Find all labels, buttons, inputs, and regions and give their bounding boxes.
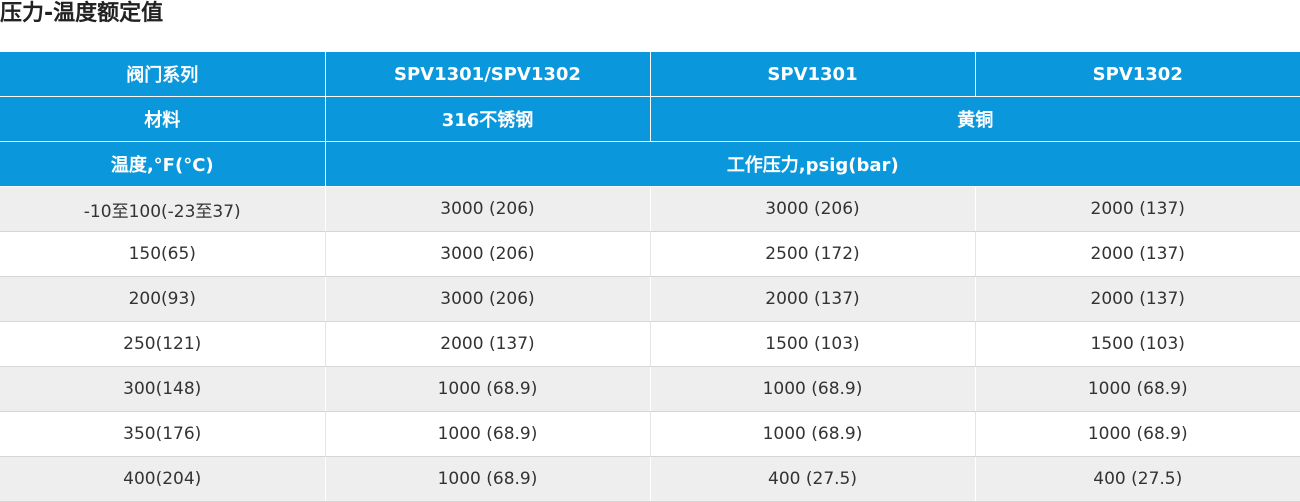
pressure-spv1302-cell: 400 (27.5) [975,456,1300,502]
pressure-spv1301-spv1302-cell: 1000 (68.9) [325,366,651,412]
temperature-cell: 300(148) [0,366,326,412]
header-series-spv1301-spv1302: SPV1301/SPV1302 [325,52,651,97]
header-working-pressure-label: 工作压力,psig(bar) [325,141,1300,187]
pressure-spv1302-cell: 2000 (137) [975,231,1300,277]
header-material-label: 材料 [0,96,326,142]
pressure-spv1302-cell: 1000 (68.9) [975,411,1300,457]
pressure-spv1302-cell: 1000 (68.9) [975,366,1300,412]
header-series-spv1301: SPV1301 [650,52,976,97]
header-valve-series-label: 阀门系列 [0,52,326,97]
pressure-spv1301-cell: 1000 (68.9) [650,411,976,457]
header-material-brass: 黄铜 [650,96,1300,142]
temperature-cell: 250(121) [0,321,326,367]
table-row: 150(65) 3000 (206) 2500 (172) 2000 (137) [0,231,1300,277]
pressure-spv1301-cell: 1000 (68.9) [650,366,976,412]
pressure-spv1301-spv1302-cell: 3000 (206) [325,276,651,322]
temperature-cell: 150(65) [0,231,326,277]
pressure-spv1302-cell: 2000 (137) [975,186,1300,232]
table-row: -10至100(-23至37) 3000 (206) 3000 (206) 2000 … [0,186,1300,232]
pressure-spv1301-cell: 400 (27.5) [650,456,976,502]
table-row: 200(93) 3000 (206) 2000 (137) 2000 (137) [0,276,1300,322]
pressure-spv1302-cell: 1500 (103) [975,321,1300,367]
table-row: 300(148) 1000 (68.9) 1000 (68.9) 1000 (68.9… [0,366,1300,412]
table-row: 400(204) 1000 (68.9) 400 (27.5) 400 (27.5) [0,456,1300,502]
temperature-cell: -10至100(-23至37) [0,186,326,232]
pressure-temperature-table: 阀门系列 SPV1301/SPV1302 SPV1301 SPV1302 材料 … [0,52,1300,502]
pressure-spv1301-cell: 2500 (172) [650,231,976,277]
table-row: 250(121) 2000 (137) 1500 (103) 1500 (103) [0,321,1300,367]
header-row-units: 温度,°F(°C) 工作压力,psig(bar) [0,141,1300,187]
pressure-spv1302-cell: 2000 (137) [975,276,1300,322]
table-body: -10至100(-23至37) 3000 (206) 3000 (206) 2000 … [0,186,1300,502]
pressure-spv1301-cell: 1500 (103) [650,321,976,367]
header-row-series: 阀门系列 SPV1301/SPV1302 SPV1301 SPV1302 [0,52,1300,97]
temperature-cell: 400(204) [0,456,326,502]
header-temperature-label: 温度,°F(°C) [0,141,326,187]
pressure-spv1301-cell: 3000 (206) [650,186,976,232]
header-material-stainless: 316不锈钢 [325,96,651,142]
pressure-spv1301-spv1302-cell: 1000 (68.9) [325,411,651,457]
pressure-spv1301-cell: 2000 (137) [650,276,976,322]
header-series-spv1302: SPV1302 [975,52,1300,97]
pressure-spv1301-spv1302-cell: 3000 (206) [325,186,651,232]
pressure-spv1301-spv1302-cell: 3000 (206) [325,231,651,277]
temperature-cell: 200(93) [0,276,326,322]
header-row-material: 材料 316不锈钢 黄铜 [0,96,1300,142]
pressure-spv1301-spv1302-cell: 2000 (137) [325,321,651,367]
temperature-cell: 350(176) [0,411,326,457]
table-row: 350(176) 1000 (68.9) 1000 (68.9) 1000 (68.9… [0,411,1300,457]
page-title: 压力-温度额定值 [0,1,164,26]
pressure-spv1301-spv1302-cell: 1000 (68.9) [325,456,651,502]
